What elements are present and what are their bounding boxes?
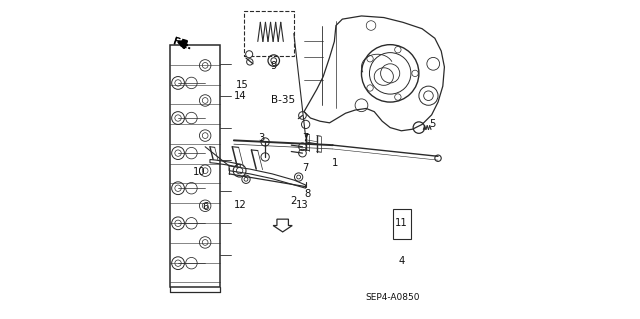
Text: 6: 6 (203, 202, 209, 212)
Text: 8: 8 (305, 189, 311, 199)
Text: 9: 9 (270, 61, 276, 71)
Text: 14: 14 (234, 91, 246, 101)
Text: 2: 2 (291, 196, 297, 206)
Text: B-35: B-35 (271, 95, 295, 106)
Polygon shape (273, 219, 292, 232)
Circle shape (246, 51, 253, 58)
Text: 5: 5 (429, 119, 436, 129)
Text: FR.: FR. (172, 36, 193, 52)
Text: 12: 12 (234, 200, 246, 210)
Bar (244, 11, 294, 56)
Text: 7: 7 (303, 133, 309, 143)
Text: 1: 1 (332, 158, 339, 168)
Text: 15: 15 (236, 79, 248, 90)
Text: 13: 13 (296, 200, 308, 210)
Text: 11: 11 (395, 218, 408, 228)
Text: 10: 10 (193, 167, 205, 177)
Circle shape (261, 138, 269, 146)
Circle shape (435, 155, 441, 161)
Bar (170, 45, 220, 287)
Circle shape (261, 153, 269, 161)
Text: 4: 4 (398, 256, 404, 266)
Text: 3: 3 (258, 133, 264, 143)
Text: SEP4-A0850: SEP4-A0850 (365, 293, 420, 302)
Bar (394, 209, 411, 239)
Text: 7: 7 (303, 163, 309, 174)
